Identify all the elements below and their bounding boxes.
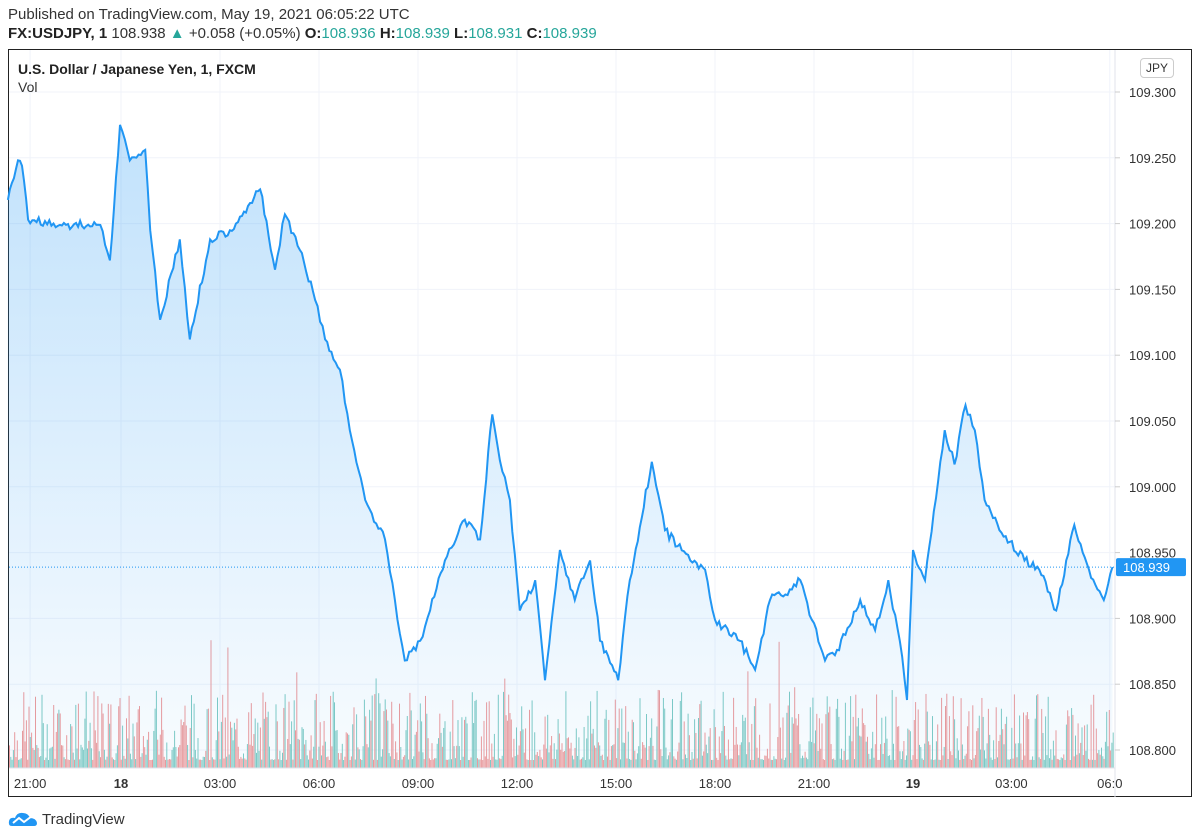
- tradingview-logo[interactable]: TradingView: [8, 810, 125, 828]
- x-tick-label: 18:00: [699, 776, 732, 791]
- x-tick-label: 21:00: [798, 776, 831, 791]
- open-value: 108.936: [321, 25, 376, 42]
- y-tick-label: 109.000: [1129, 480, 1176, 495]
- y-tick-label: 109.050: [1129, 414, 1176, 429]
- last-price-badge: [1116, 558, 1186, 577]
- x-tick-label: 21:00: [14, 776, 47, 791]
- y-tick-label: 109.250: [1129, 151, 1176, 166]
- y-tick-label: 109.150: [1129, 282, 1176, 297]
- series-legend[interactable]: U.S. Dollar / Japanese Yen, 1, FXCM: [18, 61, 256, 77]
- close-value: 108.939: [542, 25, 597, 42]
- cloud-logo-icon: [8, 812, 38, 826]
- y-tick-label: 108.800: [1129, 743, 1176, 758]
- high-label: H:: [379, 25, 396, 42]
- x-tick-label: 06:00: [303, 776, 336, 791]
- x-tick-label: 09:00: [402, 776, 435, 791]
- x-tick-label: 19: [906, 776, 920, 791]
- close-label: C:: [526, 25, 543, 42]
- last-price-label: 108.939: [1123, 560, 1170, 575]
- x-tick-label: 15:00: [600, 776, 633, 791]
- price-area-fill: [7, 124, 1113, 768]
- volume-bar: [1112, 732, 1114, 768]
- x-tick-label: 12:00: [501, 776, 534, 791]
- y-tick-label: 109.200: [1129, 217, 1176, 232]
- low-value: 108.931: [468, 25, 523, 42]
- open-label: O:: [304, 25, 322, 42]
- y-tick-label: 109.100: [1129, 348, 1176, 363]
- price: 108.938: [111, 25, 166, 42]
- x-tick-label: 03:00: [995, 776, 1028, 791]
- up-arrow-icon: ▲: [169, 25, 185, 42]
- published-caption: Published on TradingView.com, May 19, 20…: [8, 6, 410, 23]
- y-tick-label: 108.950: [1129, 546, 1176, 561]
- y-tick-label: 108.850: [1129, 677, 1176, 692]
- brand-name: TradingView: [42, 810, 125, 828]
- y-tick-label: 108.900: [1129, 611, 1176, 626]
- change: +0.058 (+0.05%): [188, 25, 301, 42]
- ohlc-header: FX:USDJPY, 1 108.938 ▲ +0.058 (+0.05%) O…: [8, 25, 597, 42]
- price-line: [6, 124, 1114, 701]
- y-tick-label: 109.300: [1129, 85, 1176, 100]
- currency-button[interactable]: JPY: [1140, 58, 1175, 78]
- volume-legend[interactable]: Vol: [18, 79, 38, 95]
- x-tick-label: 06:0: [1097, 776, 1122, 791]
- low-label: L:: [454, 25, 469, 42]
- x-tick-label: 03:00: [204, 776, 237, 791]
- high-value: 108.939: [395, 25, 450, 42]
- x-tick-label: 18: [114, 776, 128, 791]
- symbol: FX:USDJPY, 1: [8, 25, 108, 42]
